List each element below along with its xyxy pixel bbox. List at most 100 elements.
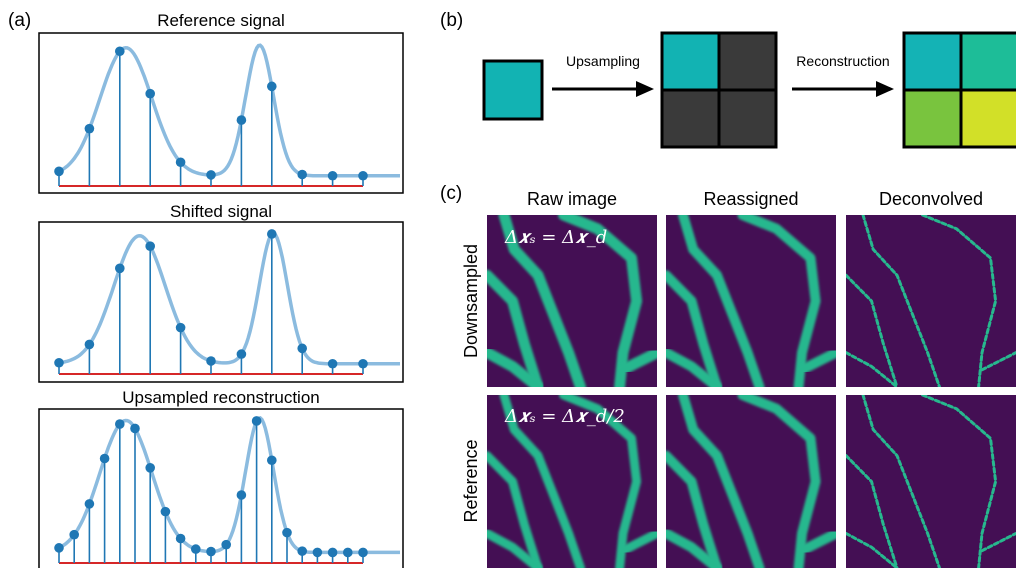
ridge (846, 454, 899, 568)
signal-curve (58, 415, 400, 555)
image-grid (487, 215, 1016, 568)
ridge (737, 395, 821, 568)
ridge (921, 395, 998, 568)
image-tile (487, 215, 657, 387)
panel-a: (a) Reference signal Shifted signal Upsa… (8, 10, 404, 568)
sample-point (175, 322, 186, 333)
grid-cell (717, 31, 778, 92)
upsampling-label: Upsampling (566, 53, 640, 69)
sample-point (99, 453, 110, 464)
image-tile (666, 395, 836, 568)
image-tile (666, 215, 836, 387)
col-header-raw: Raw image (527, 189, 617, 209)
ridge (559, 395, 642, 568)
panel-b-label: (b) (440, 10, 463, 31)
sample-point (327, 170, 338, 181)
ridge (921, 215, 998, 387)
sample-point (297, 546, 308, 556)
plot-frame (38, 221, 404, 383)
plot-shifted-signal (38, 221, 404, 383)
sample-point (145, 88, 155, 99)
plot-upsampled-reconstruction (38, 408, 404, 568)
signal-curve (58, 43, 400, 178)
ridge (797, 347, 836, 375)
panel-b: (b) Upsampling Reconstruction (440, 10, 1016, 149)
grid-cell (660, 31, 721, 92)
reconstructed-grid (902, 31, 1016, 149)
grid-cell (660, 88, 721, 149)
arrow-reconstruction (792, 81, 894, 97)
sample-point (175, 157, 186, 168)
sample-point (130, 423, 140, 434)
sample-point (160, 506, 171, 517)
sample-point (327, 358, 338, 369)
ridge (980, 351, 1016, 372)
ridge (617, 347, 657, 376)
sample-point (267, 455, 277, 466)
ridge (666, 347, 722, 387)
ridge (737, 215, 821, 387)
annotation-downsampled: Δ𝒙ₛ = Δ𝒙_d (504, 227, 607, 248)
plot-frame (38, 32, 404, 194)
ridge (666, 450, 722, 568)
ridge (666, 270, 722, 387)
image-tile (846, 395, 1016, 568)
panel-c-label: (c) (440, 183, 462, 204)
plot-frame (38, 408, 404, 568)
sample-point (69, 529, 79, 540)
sample-point (191, 544, 201, 554)
ridge (487, 528, 543, 568)
sample-point (267, 229, 277, 239)
grid-cell (717, 88, 778, 149)
plot-title-upsampled: Upsampled reconstruction (122, 388, 319, 407)
stems-reference (54, 43, 400, 187)
panel-a-label: (a) (8, 10, 31, 31)
signal-curve (58, 231, 400, 366)
upsampled-grid (660, 31, 778, 149)
ridge (678, 395, 765, 568)
ridge (498, 215, 586, 387)
stems-shifted (54, 229, 400, 375)
sample-point (282, 527, 292, 538)
arrow-upsampling (552, 81, 654, 97)
ridge (980, 531, 1016, 553)
grid-cell (902, 88, 963, 149)
ridge (487, 451, 543, 568)
ridge (846, 531, 899, 568)
grid-cell (959, 31, 1016, 92)
col-header-deconvolved: Deconvolved (879, 189, 983, 209)
ridge (861, 215, 941, 387)
grid-cell (959, 88, 1016, 149)
ridge (666, 528, 722, 568)
plot-title-shifted: Shifted signal (170, 202, 272, 221)
sample-point (297, 169, 308, 180)
row-header-reference: Reference (461, 439, 481, 522)
sample-point (145, 463, 155, 473)
panel-c: (c) Raw image Reassigned Deconvolved Dow… (440, 183, 1016, 568)
ridge (846, 351, 899, 387)
sample-point (327, 547, 338, 558)
sample-point (236, 490, 247, 500)
sample-point (343, 547, 353, 558)
ridge (861, 395, 941, 568)
ridge (846, 273, 899, 387)
sample-point (84, 339, 95, 350)
ridge (618, 528, 657, 556)
sample-point (84, 123, 95, 134)
ridge (487, 269, 544, 387)
sample-point (54, 166, 64, 177)
sample-point (358, 358, 368, 369)
annotation-reference: Δ𝒙ₛ = Δ𝒙_d/2 (504, 406, 625, 427)
sample-point (115, 263, 125, 274)
plot-reference-signal (38, 32, 404, 194)
grid-cell (902, 31, 963, 92)
sample-point (54, 543, 64, 553)
image-tile (487, 395, 657, 568)
ridge (487, 347, 544, 387)
ridge (797, 528, 836, 556)
sample-point (206, 356, 216, 366)
sample-point (236, 115, 247, 125)
sample-point (84, 499, 95, 509)
sample-point (206, 170, 216, 180)
